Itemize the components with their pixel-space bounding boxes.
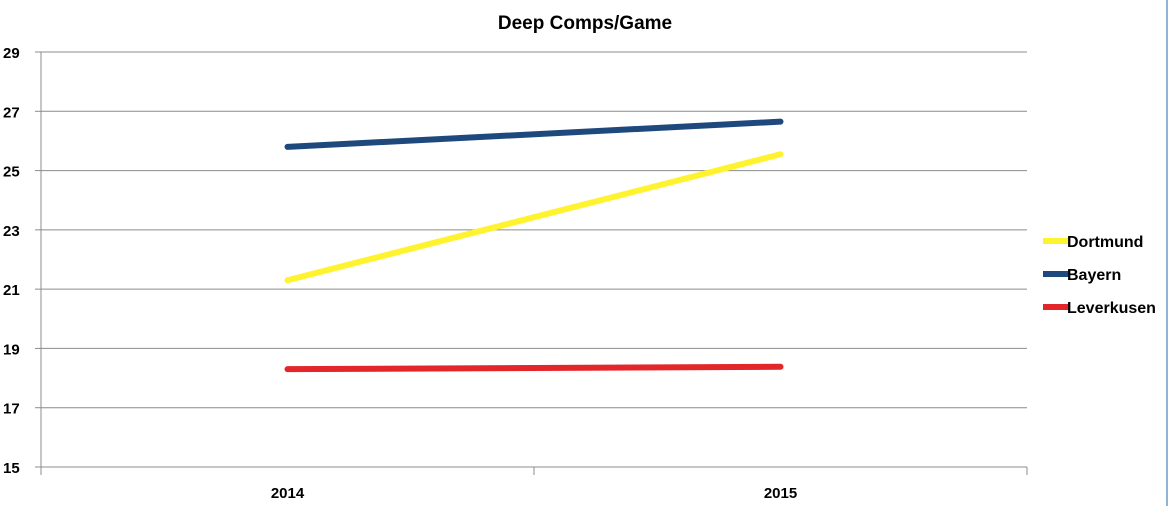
y-tick-label: 25 — [3, 164, 20, 181]
y-tick-label: 27 — [3, 104, 20, 121]
window-edge — [1166, 0, 1168, 506]
legend: Dortmund Bayern Leverkusen — [1043, 234, 1156, 317]
legend-label-bayern: Bayern — [1067, 267, 1121, 284]
gridlines — [41, 51, 1027, 409]
chart-title: Deep Comps/Game — [498, 13, 672, 34]
series-line-dortmund — [284, 151, 784, 284]
legend-label-leverkusen: Leverkusen — [1067, 300, 1156, 317]
series-lines — [284, 118, 784, 373]
x-tick-label: 2014 — [271, 485, 305, 502]
axes — [35, 51, 1028, 475]
y-tick-label: 17 — [3, 401, 20, 418]
legend-label-dortmund: Dortmund — [1067, 234, 1143, 251]
y-tick-label: 19 — [3, 341, 20, 358]
y-tick-label: 29 — [3, 45, 20, 62]
y-tick-labels: 15 17 19 21 23 25 27 29 — [3, 45, 20, 477]
y-tick-label: 23 — [3, 223, 20, 240]
series-line-bayern — [284, 118, 784, 150]
y-tick-label: 21 — [3, 282, 20, 299]
y-tick-label: 15 — [3, 460, 20, 477]
x-tick-labels: 2014 2015 — [271, 485, 797, 502]
x-tick-label: 2015 — [764, 485, 797, 502]
series-line-leverkusen — [284, 363, 784, 373]
